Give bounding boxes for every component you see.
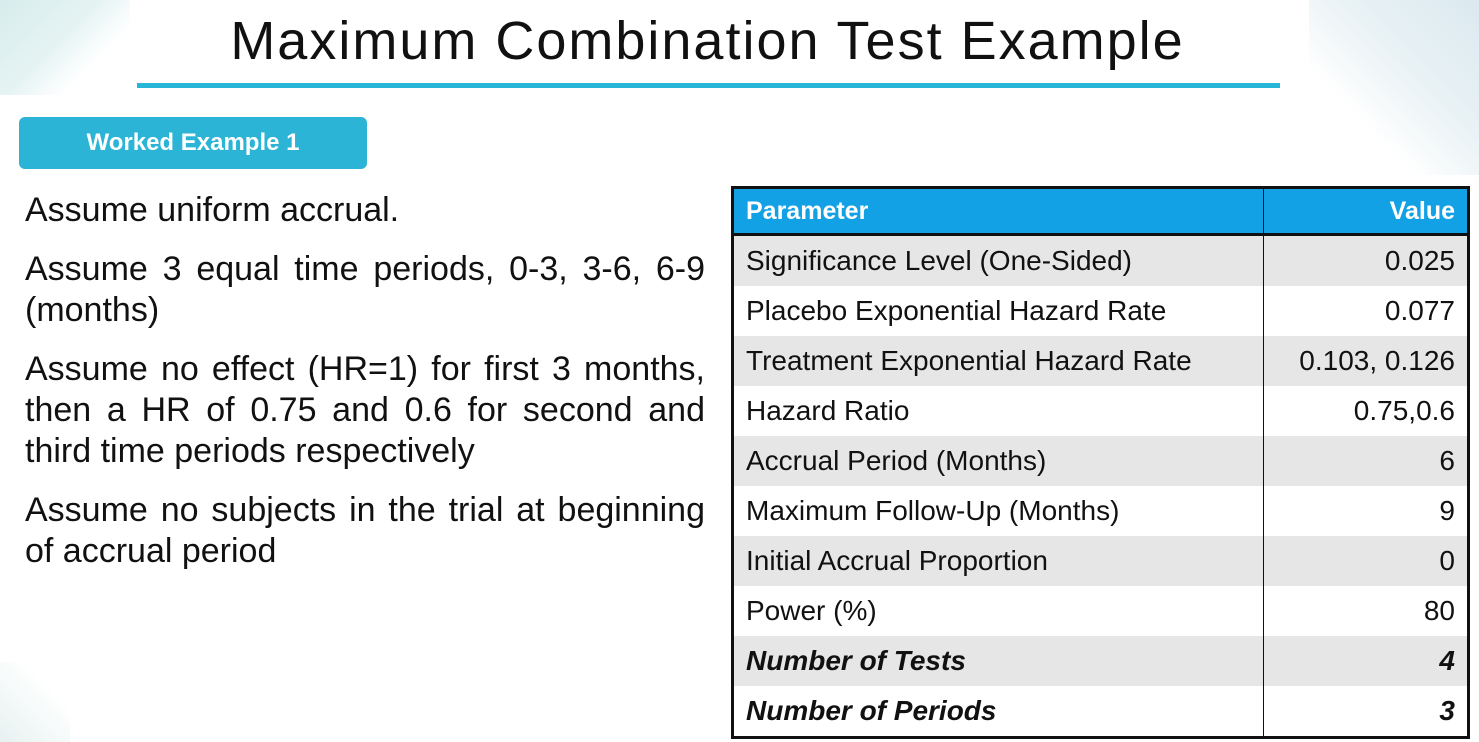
- table-header-row: Parameter Value: [732, 187, 1469, 236]
- table-row: Placebo Exponential Hazard Rate 0.077: [732, 286, 1469, 336]
- table-row: Power (%) 80: [732, 586, 1469, 636]
- table-row: Significance Level (One-Sided) 0.025: [732, 234, 1469, 286]
- parameter-cell: Number of Tests: [732, 636, 1265, 686]
- assumptions-text: Assume uniform accrual. Assume 3 equal t…: [25, 190, 705, 590]
- table-row: Number of Periods 3: [732, 686, 1469, 738]
- header-parameter: Parameter: [732, 187, 1265, 236]
- value-cell: 0.75,0.6: [1263, 386, 1469, 436]
- value-cell: 0.077: [1263, 286, 1469, 336]
- parameter-cell: Initial Accrual Proportion: [732, 536, 1265, 586]
- value-cell: 4: [1263, 636, 1469, 686]
- parameter-cell: Placebo Exponential Hazard Rate: [732, 286, 1265, 336]
- table-row: Initial Accrual Proportion 0: [732, 536, 1469, 586]
- value-cell: 0.025: [1263, 234, 1469, 286]
- parameter-cell: Hazard Ratio: [732, 386, 1265, 436]
- table-row: Hazard Ratio 0.75,0.6: [732, 386, 1469, 436]
- parameter-cell: Power (%): [732, 586, 1265, 636]
- table-row: Treatment Exponential Hazard Rate 0.103,…: [732, 336, 1469, 386]
- table-row: Maximum Follow-Up (Months) 9: [732, 486, 1469, 536]
- assumption-item: Assume no effect (HR=1) for first 3 mont…: [25, 350, 705, 470]
- value-cell: 6: [1263, 436, 1469, 486]
- parameter-cell: Maximum Follow-Up (Months): [732, 486, 1265, 536]
- worked-example-badge: Worked Example 1: [19, 117, 367, 169]
- assumption-item: Assume no subjects in the trial at begin…: [25, 491, 705, 570]
- header-value: Value: [1263, 187, 1469, 236]
- parameter-cell: Treatment Exponential Hazard Rate: [732, 336, 1265, 386]
- value-cell: 9: [1263, 486, 1469, 536]
- parameter-table: Parameter Value Significance Level (One-…: [731, 186, 1470, 739]
- slide-title: Maximum Combination Test Example: [230, 11, 1185, 71]
- value-cell: 80: [1263, 586, 1469, 636]
- value-cell: 3: [1263, 686, 1469, 738]
- assumption-item: Assume uniform accrual.: [25, 191, 400, 229]
- parameter-cell: Significance Level (One-Sided): [732, 234, 1265, 286]
- value-cell: 0.103, 0.126: [1263, 336, 1469, 386]
- decorative-corner-bottom-left: [0, 662, 70, 742]
- title-underline: [137, 83, 1280, 88]
- value-cell: 0: [1263, 536, 1469, 586]
- table-row: Number of Tests 4: [732, 636, 1469, 686]
- table-row: Accrual Period (Months) 6: [732, 436, 1469, 486]
- assumption-item: Assume 3 equal time periods, 0-3, 3-6, 6…: [25, 250, 705, 329]
- parameter-cell: Accrual Period (Months): [732, 436, 1265, 486]
- parameter-cell: Number of Periods: [732, 686, 1265, 738]
